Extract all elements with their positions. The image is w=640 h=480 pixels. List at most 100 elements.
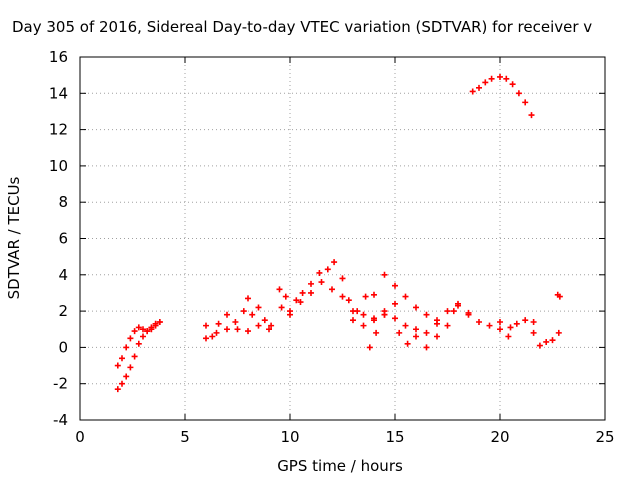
data-point xyxy=(503,75,510,82)
data-point xyxy=(373,329,380,336)
data-point xyxy=(131,328,138,335)
series-10 xyxy=(396,302,472,351)
data-point xyxy=(299,289,306,296)
y-axis-label: SDTVAR / TECUs xyxy=(5,176,23,299)
grid-lines xyxy=(80,57,605,420)
data-point xyxy=(476,84,482,91)
data-point xyxy=(497,73,503,80)
data-point xyxy=(444,322,451,329)
data-point xyxy=(345,297,352,304)
data-point xyxy=(371,317,377,324)
data-point xyxy=(556,293,563,300)
data-point xyxy=(215,320,222,327)
y-tick-label: 8 xyxy=(58,193,68,211)
data-point xyxy=(203,322,209,329)
data-point xyxy=(404,340,411,347)
data-point xyxy=(282,293,289,300)
data-point xyxy=(144,328,151,335)
data-point xyxy=(119,355,125,362)
data-point xyxy=(392,300,398,307)
data-point xyxy=(339,275,346,282)
series-3 xyxy=(203,295,275,340)
series-13 xyxy=(554,291,563,300)
data-point xyxy=(308,289,314,296)
data-point xyxy=(224,311,230,318)
data-point xyxy=(402,293,409,300)
data-point xyxy=(455,302,461,309)
data-point xyxy=(549,337,556,344)
data-point xyxy=(209,333,216,340)
data-point xyxy=(515,90,522,97)
data-point xyxy=(255,322,262,329)
y-tick-label: -4 xyxy=(53,411,68,429)
data-point xyxy=(331,259,338,266)
data-point xyxy=(482,79,489,86)
data-point xyxy=(127,364,134,371)
data-point xyxy=(507,324,514,331)
data-point xyxy=(423,311,430,318)
data-point xyxy=(268,322,275,329)
data-point xyxy=(350,308,356,315)
x-axis-label: GPS time / hours xyxy=(277,457,403,475)
data-point xyxy=(350,317,356,324)
y-tick-label: 4 xyxy=(58,266,68,284)
series-9 xyxy=(381,271,514,333)
data-point xyxy=(434,317,440,324)
data-point xyxy=(536,342,543,349)
data-points xyxy=(114,73,563,393)
data-point xyxy=(232,318,239,325)
data-point xyxy=(140,333,146,340)
data-point xyxy=(488,75,495,82)
data-point xyxy=(413,333,419,340)
data-point xyxy=(240,308,247,315)
data-point xyxy=(135,340,142,347)
x-tick-label: 10 xyxy=(280,428,299,446)
data-point xyxy=(497,326,503,333)
data-point xyxy=(293,297,300,304)
data-point xyxy=(522,317,529,324)
data-point xyxy=(413,326,419,333)
data-point xyxy=(316,269,323,276)
data-point xyxy=(513,320,520,327)
data-point xyxy=(469,88,476,95)
y-tick-label: 0 xyxy=(58,338,68,356)
data-point xyxy=(119,380,125,387)
data-point xyxy=(444,308,451,315)
data-point xyxy=(318,279,325,286)
data-point xyxy=(413,304,419,311)
data-point xyxy=(245,295,251,302)
data-point xyxy=(522,99,529,106)
data-point xyxy=(140,326,146,333)
data-point xyxy=(127,335,134,342)
y-tick-label: 12 xyxy=(49,121,68,139)
data-point xyxy=(396,329,403,336)
data-point xyxy=(329,286,335,293)
data-point xyxy=(450,308,457,315)
data-point xyxy=(203,335,209,342)
series-4 xyxy=(203,322,272,342)
data-point xyxy=(509,81,516,88)
data-point xyxy=(261,317,268,324)
x-tick-label: 20 xyxy=(490,428,509,446)
data-point xyxy=(152,322,159,329)
series-5 xyxy=(276,259,377,315)
data-point xyxy=(339,293,346,300)
data-point xyxy=(402,322,409,329)
data-point xyxy=(381,311,388,318)
y-tick-label: 14 xyxy=(49,84,68,102)
data-point xyxy=(131,353,138,360)
series-2 xyxy=(114,318,163,369)
data-point xyxy=(297,299,304,306)
series-8 xyxy=(366,300,398,351)
data-point xyxy=(476,318,482,325)
y-tick-label: -2 xyxy=(53,375,68,393)
series-14 xyxy=(469,73,535,119)
data-point xyxy=(123,344,130,351)
data-point xyxy=(360,311,367,318)
y-tick-label: 6 xyxy=(58,230,68,248)
data-point xyxy=(287,311,293,318)
data-point xyxy=(423,344,430,351)
data-point xyxy=(434,333,440,340)
data-point xyxy=(156,318,163,325)
